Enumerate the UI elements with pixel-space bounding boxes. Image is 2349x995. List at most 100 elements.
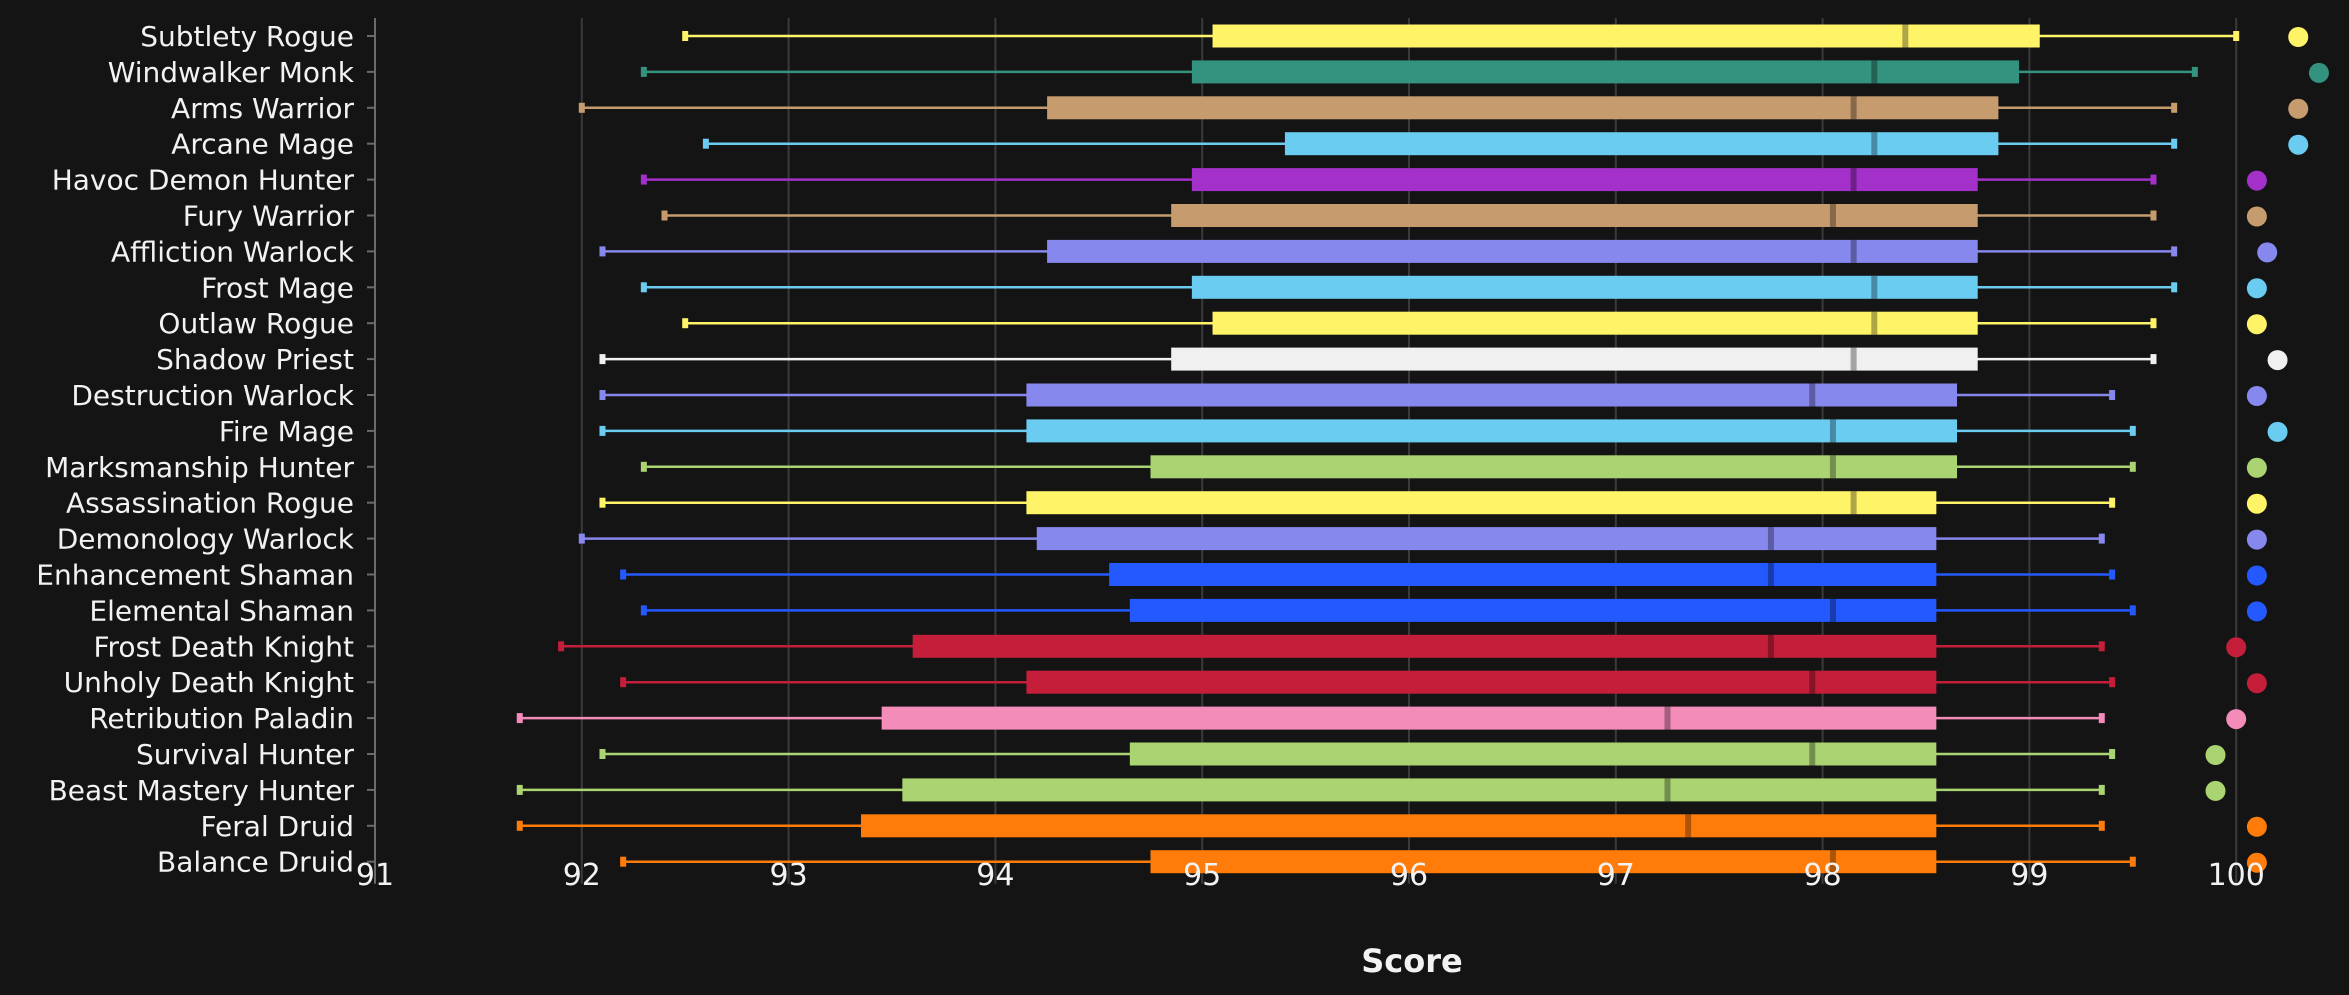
whisker-cap-min — [558, 641, 565, 652]
iqr-box — [1026, 491, 1937, 515]
median-marker — [1850, 347, 1857, 371]
y-tick-label: Elemental Shaman — [89, 594, 354, 627]
whisker-cap-min — [620, 856, 627, 867]
grid-lines — [580, 18, 2238, 884]
y-tick-label: Windwalker Monk — [108, 56, 355, 89]
whisker-cap-max — [2171, 138, 2178, 149]
whisker-cap-max — [2150, 174, 2157, 185]
whisker-cap-max — [2098, 533, 2105, 544]
y-tick-label: Fury Warrior — [183, 200, 355, 233]
whisker-cap-min — [516, 713, 523, 724]
whisker-cap-min — [599, 749, 606, 759]
iqr-box — [1191, 60, 2020, 84]
iqr-box — [912, 634, 1937, 658]
whisker-cap-max — [2098, 784, 2105, 795]
y-tick-label: Survival Hunter — [136, 738, 355, 771]
iqr-box — [1036, 527, 1937, 551]
max-score-dot — [2257, 242, 2278, 263]
max-score-dot — [2246, 386, 2267, 406]
x-tick-label: 99 — [2010, 858, 2048, 893]
whisker-cap-min — [599, 425, 606, 436]
iqr-box — [902, 778, 1937, 802]
y-tick-label: Demonology Warlock — [57, 523, 355, 556]
max-score-dot — [2246, 457, 2267, 478]
whisker-cap-max — [2171, 102, 2178, 113]
max-score-dot — [2246, 278, 2267, 299]
whisker-cap-max — [2150, 354, 2157, 365]
y-tick-label: Arms Warrior — [171, 92, 354, 125]
whisker-cap-min — [640, 174, 647, 185]
median-marker — [1850, 239, 1857, 263]
median-marker — [1829, 419, 1836, 443]
max-score-dot — [2246, 673, 2267, 694]
x-axis-title: Score — [1361, 942, 1462, 980]
max-score-dot — [2246, 852, 2267, 873]
whisker-cap-min — [599, 354, 606, 365]
median-marker — [1850, 96, 1857, 120]
y-tick-label: Havoc Demon Hunter — [52, 164, 355, 197]
max-score-dot — [2288, 134, 2309, 155]
iqr-box — [1026, 419, 1958, 443]
whisker-cap-min — [599, 246, 606, 257]
median-marker — [1902, 24, 1909, 48]
whisker-cap-min — [682, 31, 689, 41]
max-score-dot — [2288, 98, 2309, 119]
iqr-box — [1212, 311, 1978, 335]
median-marker — [1871, 60, 1878, 84]
median-marker — [1767, 527, 1774, 551]
median-marker — [1809, 670, 1816, 694]
y-tick-label: Marksmanship Hunter — [45, 451, 354, 484]
iqr-box — [1284, 132, 1999, 156]
median-marker — [1767, 563, 1774, 586]
x-axis: 91 92 93 94 95 96 97 98 99 100 — [356, 858, 2265, 893]
max-score-dot — [2288, 27, 2309, 47]
whisker-cap-max — [2129, 461, 2136, 472]
whisker-cap-min — [578, 533, 585, 544]
whisker-cap-min — [640, 461, 647, 472]
y-tick-label: Subtlety Rogue — [140, 20, 354, 53]
y-tick-label: Frost Death Knight — [93, 630, 354, 663]
max-score-dot — [2246, 170, 2267, 191]
iqr-box — [1150, 455, 1958, 479]
iqr-box — [1212, 24, 2040, 48]
x-tick-label: 95 — [1183, 858, 1221, 893]
x-tick-label: 96 — [1390, 858, 1428, 893]
median-marker — [1850, 491, 1857, 515]
whisker-cap-max — [2171, 246, 2178, 257]
whisker-cap-min — [516, 820, 523, 831]
iqr-box — [1171, 204, 1978, 227]
max-score-dot — [2246, 565, 2267, 586]
iqr-box — [1026, 670, 1937, 694]
median-marker — [1871, 311, 1878, 335]
median-marker — [1829, 455, 1836, 479]
iqr-box — [1047, 96, 1999, 120]
whisker-cap-max — [2109, 569, 2116, 580]
iqr-box — [1129, 598, 1937, 622]
iqr-box — [881, 706, 1937, 730]
y-tick-label: Fire Mage — [219, 415, 354, 448]
whisker-cap-max — [2098, 820, 2105, 831]
x-tick-label: 97 — [1597, 858, 1635, 893]
whisker-cap-max — [2109, 677, 2116, 688]
chart-rows — [516, 24, 2329, 874]
max-score-dot — [2246, 601, 2267, 622]
whisker-cap-max — [2233, 31, 2240, 41]
max-score-dot — [2246, 529, 2267, 550]
iqr-box — [1047, 239, 1978, 263]
whisker-cap-min — [640, 282, 647, 293]
whisker-cap-max — [2129, 856, 2136, 867]
y-tick-label: Outlaw Rogue — [158, 307, 354, 340]
max-score-dot — [2226, 637, 2247, 658]
max-score-dot — [2205, 745, 2226, 765]
median-marker — [1809, 383, 1816, 407]
median-marker — [1850, 168, 1857, 192]
x-tick-label: 92 — [563, 858, 601, 893]
iqr-box — [1026, 383, 1958, 407]
median-marker — [1871, 132, 1878, 156]
y-tick-label: Affliction Warlock — [111, 235, 355, 268]
y-tick-label: Frost Mage — [201, 271, 354, 304]
iqr-box — [1109, 563, 1937, 586]
median-marker — [1664, 706, 1671, 730]
max-score-dot — [2205, 780, 2226, 801]
